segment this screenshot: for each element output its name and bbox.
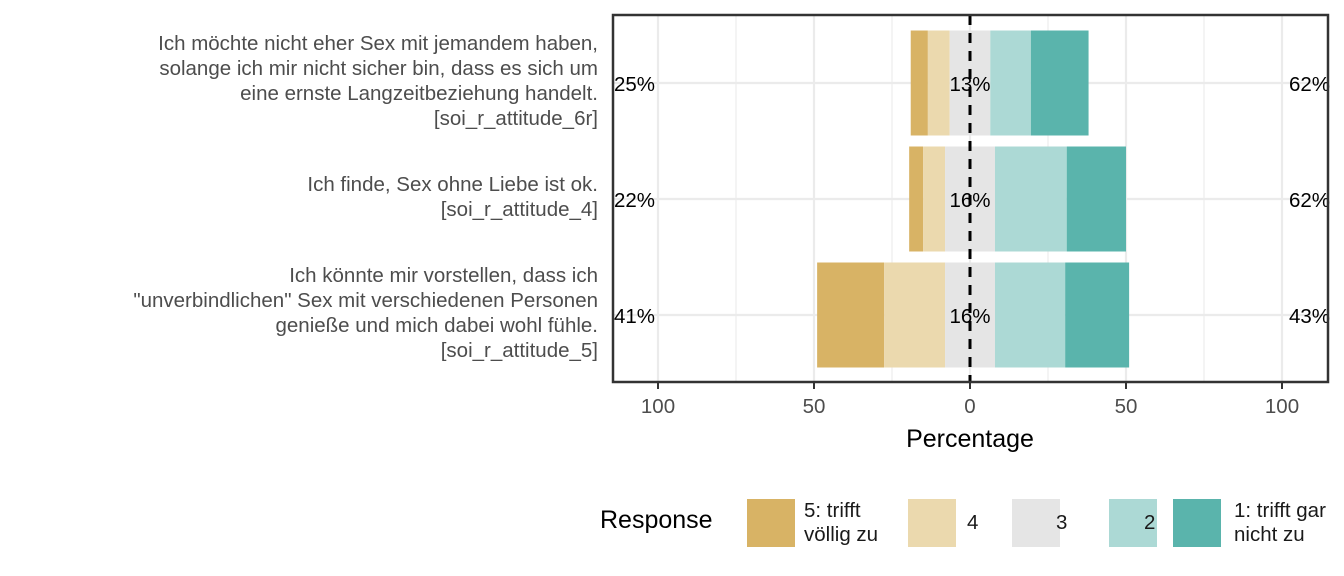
x-tick-label: 50 <box>1115 395 1138 418</box>
bars <box>817 30 1130 368</box>
item-label-line: genieße und mich dabei wohl fühle. <box>275 314 598 337</box>
bar-segment-2 <box>990 30 1031 136</box>
bar-segment-2 <box>994 262 1066 368</box>
legend-key <box>1109 499 1157 547</box>
bar-segment-3 <box>945 262 995 368</box>
item-label-line: Ich könnte mir vorstellen, dass ich <box>289 264 598 287</box>
percent-labels: 25% 13% 62% 22% 16% 62% 41% 16% 43% <box>614 73 1330 328</box>
bar-segment-2 <box>994 146 1067 252</box>
bar-segment-1 <box>1065 262 1130 368</box>
legend-key <box>1173 499 1221 547</box>
legend-key <box>747 499 795 547</box>
bar-segment-4 <box>884 262 946 368</box>
legend-label: 2 <box>1144 511 1155 535</box>
item-label-line: eine ernste Langzeitbeziehung handelt. <box>240 82 598 105</box>
item-label-line: [soi_r_attitude_6r] <box>433 107 598 130</box>
legend-label: 5: trifft völlig zu <box>804 499 878 547</box>
percent-label-right: 62% <box>1289 73 1330 96</box>
percent-label-right: 43% <box>1289 305 1330 328</box>
legend-label: 1: trifft gar nicht zu <box>1234 499 1326 547</box>
legend-label-line: 5: trifft <box>804 499 861 522</box>
x-tick-label: 100 <box>641 395 675 418</box>
percent-label-left: 22% <box>614 189 655 212</box>
legend-title: Response <box>600 506 713 534</box>
percent-label-left: 41% <box>614 305 655 328</box>
bar-segment-5 <box>817 262 885 368</box>
item-label-line: Ich finde, Sex ohne Liebe ist ok. <box>307 173 598 196</box>
bar-segment-3 <box>949 30 991 136</box>
item-label-line: solange ich mir nicht sicher bin, dass e… <box>159 57 598 80</box>
bar-segment-5 <box>909 146 924 252</box>
item-label-line: [soi_r_attitude_4] <box>440 198 598 221</box>
legend-label: 4 <box>967 511 978 535</box>
legend-label-line: völlig zu <box>804 523 879 546</box>
legend-label-line: 2 <box>1144 511 1156 534</box>
percent-label-left: 25% <box>614 73 655 96</box>
legend-label-line: nicht zu <box>1234 523 1305 546</box>
x-tick-label: 0 <box>964 395 975 418</box>
x-tick-label: 50 <box>803 395 826 418</box>
legend-label-line: 3 <box>1056 511 1068 534</box>
item-label-line: [soi_r_attitude_5] <box>440 339 598 362</box>
percent-label-center: 13% <box>949 73 990 96</box>
legend-label: 3 <box>1056 511 1067 535</box>
x-tick-label: 100 <box>1265 395 1299 418</box>
item-label: Ich könnte mir vorstellen, dass ich "unve… <box>0 263 598 363</box>
percent-label-center: 16% <box>949 305 990 328</box>
bar-segment-5 <box>910 30 928 136</box>
legend-label-line: 1: trifft gar <box>1234 499 1326 522</box>
bar-segment-4 <box>927 30 950 136</box>
x-axis-title: Percentage <box>906 425 1034 453</box>
legend-key <box>1012 499 1060 547</box>
bar-segment-1 <box>1030 30 1089 136</box>
item-label: Ich möchte nicht eher Sex mit jemandem h… <box>0 31 598 131</box>
item-label-line: Ich möchte nicht eher Sex mit jemandem h… <box>158 32 598 55</box>
legend-label-line: 4 <box>967 511 979 534</box>
item-label: Ich finde, Sex ohne Liebe ist ok. [soi_r_… <box>0 172 598 222</box>
legend-key <box>908 499 956 547</box>
percent-label-right: 62% <box>1289 189 1330 212</box>
x-axis-ticks: 100 50 0 50 100 <box>641 382 1299 418</box>
percent-label-center: 16% <box>949 189 990 212</box>
bar-segment-4 <box>923 146 946 252</box>
bar-segment-1 <box>1066 146 1126 252</box>
item-label-line: "unverbindlichen" Sex mit verschiedenen … <box>133 289 598 312</box>
